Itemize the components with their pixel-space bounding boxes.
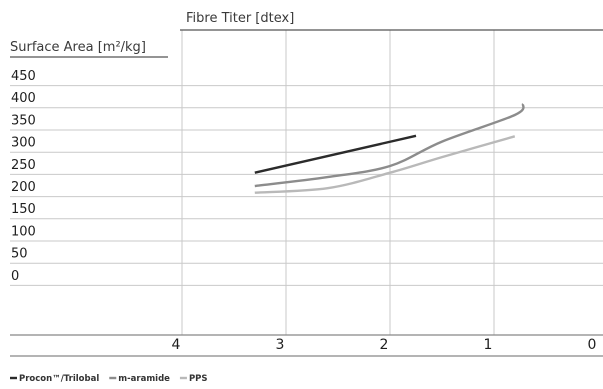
x-tick-label: 0 xyxy=(588,337,597,353)
y-tick-label: 300 xyxy=(11,136,36,151)
legend-entry: Procon™/Trilobal xyxy=(19,374,99,384)
y-axis-title: Surface Area [m²/kg] xyxy=(10,40,146,55)
axis-labels: Fibre Titer [dtex] Surface Area [m²/kg] xyxy=(10,11,294,55)
x-axis-title: Fibre Titer [dtex] xyxy=(186,11,294,26)
y-tick-label: 450 xyxy=(11,69,36,84)
legend: Procon™/Trilobal m-aramide PPS xyxy=(10,374,208,384)
legend-entry: m-aramide xyxy=(118,374,170,384)
x-tick-label: 4 xyxy=(172,337,181,353)
frame xyxy=(10,30,603,356)
y-tick-label: 0 xyxy=(11,269,19,284)
y-tick-label: 100 xyxy=(11,224,36,239)
y-tick-label: 150 xyxy=(11,202,36,217)
x-tick-label: 1 xyxy=(484,337,493,353)
y-tick-label: 50 xyxy=(11,247,28,262)
x-tick-label: 2 xyxy=(380,337,389,353)
y-tick-label: 200 xyxy=(11,180,36,195)
y-tick-labels: 450 400 350 300 250 200 150 100 50 0 xyxy=(11,69,36,284)
y-tick-label: 350 xyxy=(11,113,36,128)
legend-entry: PPS xyxy=(189,374,208,384)
grid xyxy=(10,30,603,335)
y-tick-label: 400 xyxy=(11,91,36,106)
series-lines xyxy=(255,104,524,193)
x-tick-label: 3 xyxy=(276,337,285,353)
x-tick-labels: 4 3 2 1 0 xyxy=(172,337,597,353)
series-line-1 xyxy=(255,136,416,173)
y-tick-label: 250 xyxy=(11,158,36,173)
